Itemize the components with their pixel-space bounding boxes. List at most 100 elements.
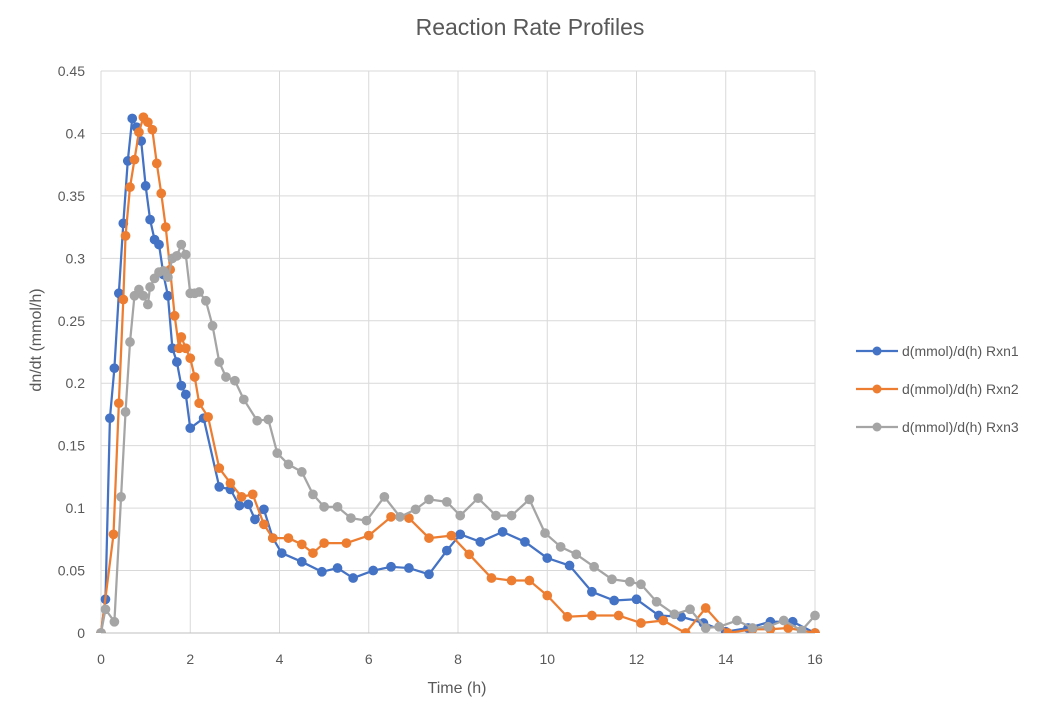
data-point (700, 623, 711, 633)
data-point (810, 628, 820, 633)
data-point (506, 510, 517, 521)
x-tick-label: 8 (454, 651, 462, 667)
data-point (680, 628, 691, 633)
data-point (361, 515, 372, 526)
data-point (296, 539, 307, 550)
data-series (96, 112, 820, 633)
data-point (180, 343, 191, 354)
data-point (176, 380, 187, 391)
data-point (296, 556, 307, 567)
data-point (587, 610, 597, 621)
data-point (589, 561, 599, 572)
axes (100, 71, 815, 634)
data-point (125, 182, 135, 193)
gridlines (101, 70, 816, 633)
data-point (156, 188, 167, 199)
data-point (105, 413, 115, 424)
data-point (154, 239, 164, 250)
data-point (317, 566, 327, 577)
data-point (714, 621, 724, 632)
data-point (145, 214, 155, 225)
data-point (185, 353, 196, 364)
data-point (116, 491, 126, 502)
data-point (100, 604, 111, 615)
data-point (180, 389, 191, 400)
data-point (486, 573, 497, 583)
legend-marker (872, 384, 882, 394)
data-point (263, 414, 274, 425)
data-point (562, 611, 573, 622)
data-point (473, 493, 483, 503)
data-point (225, 478, 236, 489)
data-point (524, 575, 535, 586)
data-point (250, 514, 260, 525)
data-point (658, 615, 669, 626)
data-point (283, 459, 294, 470)
data-point (613, 610, 624, 621)
data-point (283, 533, 294, 543)
data-point (700, 603, 711, 613)
data-point (171, 357, 182, 367)
data-point (404, 563, 414, 573)
data-point (540, 528, 550, 538)
data-point (108, 529, 119, 540)
data-point (214, 463, 225, 474)
data-point (243, 499, 254, 510)
data-point (120, 407, 131, 417)
data-point (214, 482, 225, 492)
data-point (747, 623, 758, 633)
data-point (319, 501, 330, 512)
y-tick-label: 0.1 (66, 500, 86, 516)
data-point (109, 363, 120, 374)
data-point (96, 628, 106, 633)
data-point (796, 625, 807, 633)
data-point (169, 310, 180, 321)
data-point (185, 423, 196, 434)
data-point (624, 576, 635, 587)
data-point (267, 533, 278, 543)
data-point (113, 398, 124, 409)
data-point (607, 574, 617, 585)
data-point (497, 526, 508, 537)
data-point (140, 181, 151, 191)
x-tick-label: 4 (276, 651, 284, 667)
data-point (247, 489, 258, 500)
data-point (118, 294, 129, 305)
y-tick-label: 0.2 (66, 375, 86, 391)
data-point (200, 295, 211, 306)
data-point (125, 337, 135, 347)
data-point (763, 621, 774, 632)
data-point (203, 412, 213, 422)
data-point (207, 320, 218, 331)
data-point (176, 239, 187, 250)
data-point (524, 494, 535, 505)
data-point (542, 590, 553, 601)
data-point (171, 250, 182, 261)
data-point (236, 491, 247, 502)
y-tick-label: 0.3 (66, 250, 86, 266)
legend-item: d(mmol)/d(h) Rxn2 (856, 381, 1019, 397)
x-tick-label: 14 (718, 651, 734, 667)
legend-label: d(mmol)/d(h) Rxn3 (902, 419, 1019, 435)
data-point (238, 394, 249, 405)
data-point (319, 538, 330, 548)
data-point (138, 290, 149, 301)
y-tick-label: 0.15 (58, 438, 85, 454)
x-tick-label: 0 (97, 651, 105, 667)
data-point (475, 536, 486, 547)
data-point (491, 510, 501, 521)
data-point (778, 615, 789, 626)
data-point (180, 249, 191, 260)
data-point (189, 372, 200, 382)
data-point (571, 549, 582, 560)
data-point (609, 595, 620, 606)
data-point (194, 398, 205, 409)
data-point (636, 579, 646, 590)
data-point (160, 222, 171, 232)
data-point (410, 504, 421, 515)
data-point (214, 357, 225, 367)
data-point (464, 549, 475, 560)
y-tick-label: 0.45 (58, 63, 85, 79)
